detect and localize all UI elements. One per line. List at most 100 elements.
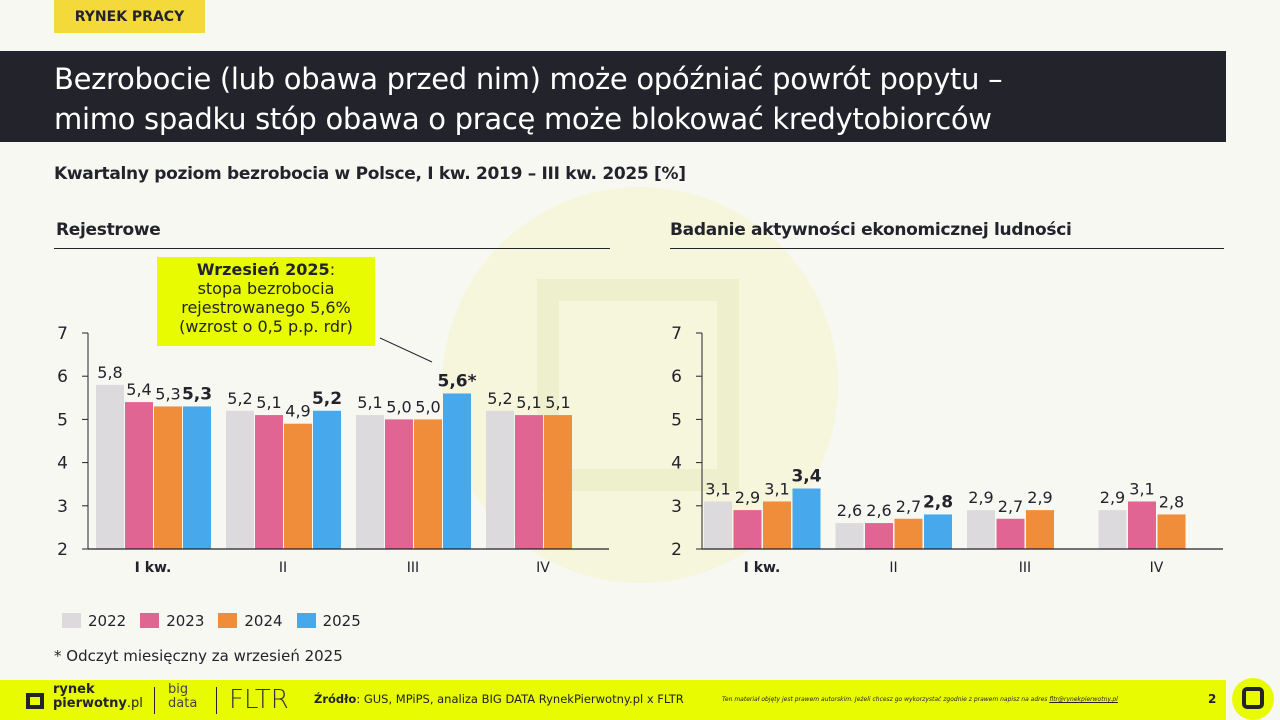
y-tick-label: 4: [57, 454, 68, 474]
data-label: 2,7: [896, 497, 921, 516]
bar-2022-IV: [486, 410, 514, 549]
bar-2023-Ikw: [125, 402, 153, 549]
bar-2022-Ikw: [704, 501, 732, 549]
divider: [54, 248, 610, 249]
bar-2024-III: [414, 419, 442, 549]
bar-2024-IV: [1157, 514, 1186, 549]
data-label: 5,8: [97, 363, 122, 382]
y-tick-label: 6: [671, 367, 682, 387]
callout-line: stopa bezrobocia: [197, 279, 335, 298]
legend: 2022 2023 2024 2025: [62, 612, 361, 630]
x-tick-label: II: [279, 560, 287, 576]
x-tick-label: I kw.: [135, 560, 172, 576]
x-tick-label: IV: [1150, 560, 1164, 576]
bar-2022-II: [226, 410, 254, 549]
bar-2023-II: [865, 523, 893, 549]
data-label: 2,8: [923, 492, 953, 512]
x-tick-label: III: [1019, 560, 1031, 576]
bar-2023-III: [385, 419, 413, 549]
bar-2023-II: [255, 415, 283, 549]
data-label: 2,6: [866, 501, 891, 520]
data-label: 3,1: [705, 479, 730, 498]
legend-item-2023: 2023: [140, 612, 204, 630]
source: Źródło: GUS, MPiPS, analiza BIG DATA Ryn…: [314, 692, 684, 706]
data-label: 2,7: [998, 497, 1023, 516]
left-chart-title: Rejestrowe: [56, 220, 161, 240]
bar-2022-III: [356, 415, 384, 549]
bar-2022-IV: [1098, 510, 1127, 549]
data-label: 5,2: [487, 389, 512, 408]
callout-line: (wzrost o 0,5 p.p. rdr): [179, 317, 353, 336]
right-chart-title: Badanie aktywności ekonomicznej ludności: [670, 220, 1072, 240]
y-tick-label: 2: [57, 540, 68, 560]
bar-2022-Ikw: [96, 384, 124, 549]
x-tick-label: II: [889, 560, 897, 576]
logo-rynekpierwotny: rynek pierwotny.pl: [53, 682, 143, 711]
data-label: 2,9: [1027, 488, 1052, 507]
title-bar: Bezrobocie (lub obawa przed nim) może op…: [0, 51, 1226, 142]
data-label: 2,9: [968, 488, 993, 507]
divider: [670, 248, 1224, 249]
data-label: 2,8: [1159, 492, 1184, 511]
data-label: 5,2: [227, 389, 252, 408]
bar-2025-Ikw: [792, 488, 821, 549]
callout-line: rejestrowanego 5,6%: [181, 298, 351, 317]
brand-badge-icon: [1232, 678, 1274, 720]
data-label: 5,3: [182, 384, 212, 404]
chart-subtitle: Kwartalny poziom bezrobocia w Polsce, I …: [54, 164, 686, 184]
bar-2024-II: [284, 423, 312, 549]
data-label: 5,3: [155, 384, 180, 403]
bar-2022-III: [967, 510, 995, 549]
callout-pointer: [379, 337, 433, 363]
logo-bigdata: big data: [168, 682, 198, 711]
bar-2023-IV: [515, 415, 543, 549]
legend-item-2024: 2024: [218, 612, 283, 630]
data-label: 3,1: [1129, 479, 1154, 498]
email-link[interactable]: fltr@rynekpierwotny.pl: [1049, 696, 1118, 703]
y-tick-label: 5: [671, 410, 682, 430]
bar-2025-III: [443, 393, 471, 549]
callout-colon: :: [329, 260, 336, 279]
bar-2023-IV: [1128, 501, 1156, 549]
data-label: 3,4: [791, 467, 821, 487]
data-label: 5,4: [126, 380, 151, 399]
y-tick-label: 6: [57, 367, 68, 387]
legend-item-2022: 2022: [62, 612, 126, 630]
data-label: 3,1: [764, 479, 789, 498]
logo-fltr: FLTR: [229, 685, 289, 715]
footnote: * Odczyt miesięczny za wrzesień 2025: [54, 647, 343, 665]
y-tick-label: 2: [671, 540, 682, 560]
bar-2025-II: [924, 514, 952, 549]
bar-2024-III: [1026, 510, 1054, 549]
bar-2024-Ikw: [154, 406, 182, 549]
data-label: 5,2: [312, 389, 342, 409]
bar-2023-Ikw: [733, 510, 762, 549]
bar-2025-II: [313, 410, 341, 549]
bar-2024-II: [894, 518, 923, 549]
section-tag: RYNEK PRACY: [54, 0, 205, 33]
bar-2023-III: [996, 518, 1025, 549]
page-number: 2: [1208, 692, 1217, 706]
footer: rynek pierwotny.pl big data FLTR Źródło: G…: [0, 680, 1226, 720]
data-label: 2,6: [837, 501, 862, 520]
logo-icon: [26, 693, 44, 709]
bar-2025-Ikw: [183, 406, 211, 549]
y-tick-label: 5: [57, 410, 68, 430]
callout: Wrzesień 2025: stopa bezrobocia rejestro…: [157, 257, 375, 346]
title-line-1: Bezrobocie (lub obawa przed nim) może op…: [54, 62, 1003, 96]
y-tick-label: 7: [671, 324, 682, 344]
data-label: 5,0: [386, 397, 411, 416]
data-label: 5,1: [256, 393, 281, 412]
legend-item-2025: 2025: [296, 612, 361, 630]
data-label: 5,1: [357, 393, 382, 412]
bar-2024-IV: [544, 415, 572, 549]
data-label: 5,1: [545, 393, 570, 412]
y-tick-label: 4: [671, 454, 682, 474]
y-tick-label: 3: [671, 497, 682, 517]
data-label: 2,9: [1100, 488, 1125, 507]
x-tick-label: IV: [536, 560, 550, 576]
callout-bold: Wrzesień 2025: [196, 260, 330, 279]
data-label: 5,6*: [437, 371, 476, 391]
